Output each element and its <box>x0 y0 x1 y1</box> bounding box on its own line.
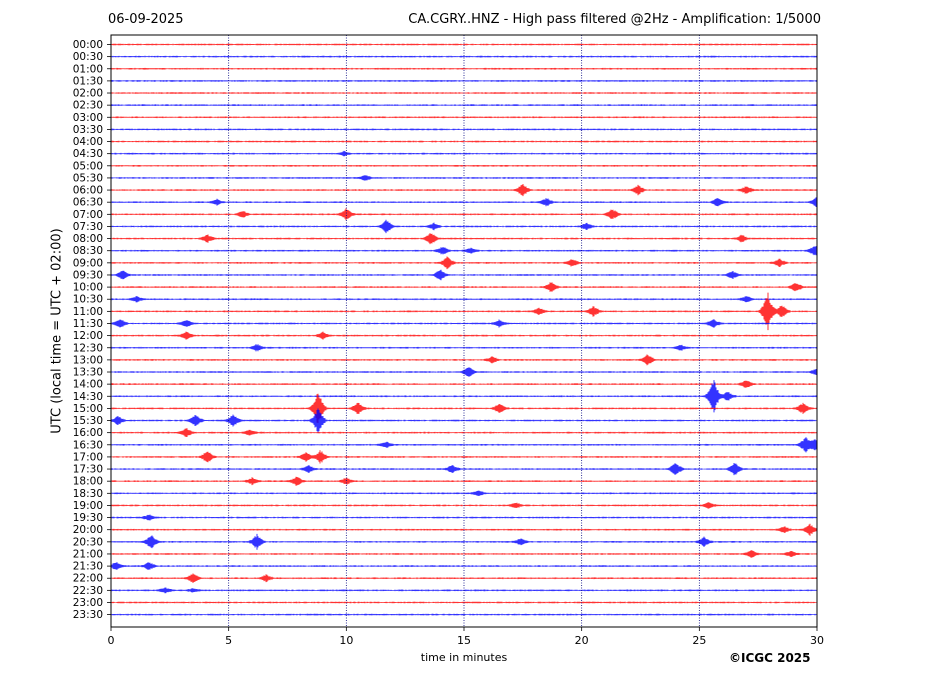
trace-0030 <box>110 55 818 58</box>
y-tick-label: 10:30 <box>73 294 103 306</box>
y-tick-label: 21:00 <box>73 548 103 560</box>
trace-1030 <box>110 296 818 303</box>
copyright-notice: ©ICGC 2025 <box>729 651 811 665</box>
y-tick-label: 01:00 <box>73 63 103 75</box>
y-tick-label: 11:00 <box>73 306 103 318</box>
y-tick-label: 07:30 <box>73 221 103 233</box>
x-tick-label: 5 <box>225 634 232 647</box>
y-tick-label: 17:00 <box>73 451 103 463</box>
y-tick-label: 23:30 <box>73 609 103 621</box>
y-tick-label: 13:00 <box>73 354 103 366</box>
y-tick-label: 15:00 <box>73 403 103 415</box>
y-tick-label: 12:00 <box>73 330 103 342</box>
y-tick-label: 16:00 <box>73 427 103 439</box>
x-tick-label: 10 <box>339 634 353 647</box>
y-tick-label: 02:00 <box>73 88 103 100</box>
y-tick-label: 14:00 <box>73 379 103 391</box>
x-axis-label: time in minutes <box>420 651 508 664</box>
y-tick-label: 22:00 <box>73 573 103 585</box>
trace-2030 <box>110 533 818 550</box>
y-tick-label: 09:30 <box>73 269 103 281</box>
trace-2100 <box>110 550 818 558</box>
y-tick-label: 17:30 <box>73 464 103 476</box>
trace-1700 <box>110 450 818 464</box>
y-tick-label: 13:30 <box>73 367 103 379</box>
y-tick-label: 03:30 <box>73 124 103 136</box>
trace-0800 <box>110 233 818 245</box>
x-tick-label: 20 <box>575 634 589 647</box>
y-tick-label: 22:30 <box>73 585 103 597</box>
x-tick-label: 25 <box>692 634 706 647</box>
y-tick-label: 06:00 <box>73 185 103 197</box>
y-tick-label: 19:30 <box>73 512 103 524</box>
x-tick-label: 30 <box>810 634 824 647</box>
y-tick-label: 07:00 <box>73 209 103 221</box>
y-tick-label: 03:00 <box>73 112 103 124</box>
trace-1300 <box>110 354 818 366</box>
chart-title: CA.CGRY..HNZ - High pass filtered @2Hz -… <box>408 12 821 27</box>
y-tick-label: 08:00 <box>73 233 103 245</box>
x-tick-label: 15 <box>457 634 471 647</box>
y-tick-label: 11:30 <box>73 318 103 330</box>
y-tick-label: 02:30 <box>73 100 103 112</box>
y-tick-label: 10:00 <box>73 282 103 294</box>
y-tick-label: 14:30 <box>73 391 103 403</box>
y-tick-label: 05:30 <box>73 172 103 184</box>
y-tick-label: 18:30 <box>73 488 103 500</box>
x-tick-label: 0 <box>108 634 115 647</box>
y-tick-label: 08:30 <box>73 245 103 257</box>
y-tick-label: 00:30 <box>73 51 103 63</box>
y-tick-label: 09:00 <box>73 257 103 269</box>
y-tick-label: 16:30 <box>73 439 103 451</box>
y-tick-label: 20:30 <box>73 536 103 548</box>
trace-1400 <box>110 380 818 388</box>
y-tick-label: 23:00 <box>73 597 103 609</box>
y-tick-label: 05:00 <box>73 160 103 172</box>
y-tick-label: 18:00 <box>73 476 103 488</box>
y-tick-label: 04:30 <box>73 148 103 160</box>
y-tick-label: 12:30 <box>73 342 103 354</box>
y-tick-label: 00:00 <box>73 39 103 51</box>
y-tick-label: 04:00 <box>73 136 103 148</box>
trace-0730 <box>110 219 818 234</box>
y-tick-label: 19:00 <box>73 500 103 512</box>
y-tick-label: 20:00 <box>73 524 103 536</box>
y-tick-label: 06:30 <box>73 197 103 209</box>
y-tick-label: 21:30 <box>73 561 103 573</box>
chart-date: 06-09-2025 <box>108 12 184 27</box>
y-tick-label: 01:30 <box>73 75 103 87</box>
y-tick-label: 15:30 <box>73 415 103 427</box>
